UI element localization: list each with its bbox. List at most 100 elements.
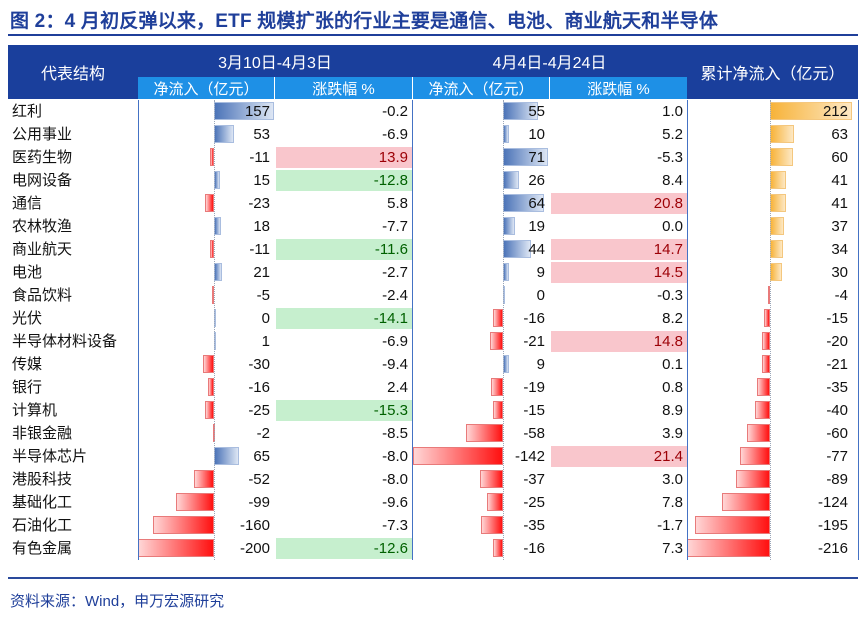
p1-inflow-value: -23 <box>248 195 270 212</box>
row-label: 公用事业 <box>12 126 73 143</box>
row-label: 半导体材料设备 <box>12 333 118 350</box>
p1-inflow-bar <box>204 401 214 419</box>
p2-change-value: 20.8 <box>653 195 683 212</box>
p2-change-value: 7.3 <box>662 540 683 557</box>
column-divider <box>858 100 859 560</box>
p2-inflow-value: 44 <box>528 241 545 258</box>
p2-change-value: 14.7 <box>653 241 683 258</box>
p2-change-value: 1.0 <box>662 103 683 120</box>
p2-inflow-value: 10 <box>528 126 545 143</box>
p2-inflow-bar <box>492 539 503 557</box>
cumulative-value: -216 <box>817 540 848 557</box>
p2-change-value: 14.5 <box>653 264 683 281</box>
p1-change-value: -2.7 <box>382 264 408 281</box>
cumulative-bar <box>694 516 770 534</box>
row-label: 医药生物 <box>12 149 73 166</box>
highlight-cell <box>276 170 412 191</box>
header-p1-change: 涨跌幅 % <box>275 77 412 99</box>
p2-inflow-bar <box>493 401 503 419</box>
p1-inflow-value: -11 <box>249 149 270 166</box>
p1-inflow-bar <box>209 148 214 166</box>
p1-inflow-value: -200 <box>239 540 270 557</box>
p1-inflow-bar <box>212 286 215 304</box>
cumulative-bar <box>764 309 770 327</box>
row-label: 半导体芯片 <box>12 448 88 465</box>
p1-inflow-value: -25 <box>248 402 270 419</box>
table-row: 石油化工 -160 -7.3 -35 -1.7 -195 <box>8 514 858 537</box>
p2-change-value: 0.0 <box>662 218 683 235</box>
p2-change-value: -5.3 <box>657 149 683 166</box>
p1-inflow-value: -11 <box>249 241 270 258</box>
cumulative-value: 63 <box>831 126 848 143</box>
p1-change-value: 13.9 <box>378 149 408 166</box>
cumulative-value: -89 <box>826 471 848 488</box>
cumulative-value: -4 <box>834 287 848 304</box>
row-label: 食品饮料 <box>12 287 73 304</box>
cumulative-bar <box>735 470 770 488</box>
table-row: 食品饮料 -5 -2.4 0 -0.3 -4 <box>8 284 858 307</box>
p2-change-value: 7.8 <box>662 494 683 511</box>
p1-inflow-bar <box>176 493 214 511</box>
cumulative-value: -15 <box>826 310 848 327</box>
header-p2-inflow: 净流入（亿元） <box>413 77 549 99</box>
p1-inflow-value: 157 <box>244 103 270 120</box>
table-row: 半导体芯片 65 -8.0 -142 21.4 -77 <box>8 445 858 468</box>
p1-change-value: -6.9 <box>382 333 408 350</box>
source-note: 资料来源：Wind，申万宏源研究 <box>10 593 225 610</box>
cumulative-value: 30 <box>831 264 848 281</box>
column-divider <box>687 100 688 560</box>
p1-inflow-value: -5 <box>256 287 270 304</box>
p2-inflow-value: 9 <box>536 356 545 373</box>
p2-change-value: 0.1 <box>662 356 683 373</box>
cumulative-bar <box>740 447 770 465</box>
p2-inflow-value: -16 <box>523 540 545 557</box>
cumulative-value: -35 <box>826 379 848 396</box>
table-row: 医药生物 -11 13.9 71 -5.3 60 <box>8 146 858 169</box>
table-row: 红利 157 -0.2 55 1.0 212 <box>8 100 858 123</box>
p1-inflow-value: -2 <box>256 425 270 442</box>
header-period2: 4月4日-4月24日 <box>412 45 687 77</box>
p2-inflow-value: 0 <box>536 287 545 304</box>
column-divider <box>138 100 139 560</box>
row-label: 农林牧渔 <box>12 218 73 235</box>
p2-inflow-value: 64 <box>528 195 545 212</box>
cumulative-value: -60 <box>826 425 848 442</box>
p1-change-value: -9.4 <box>382 356 408 373</box>
row-label: 石油化工 <box>12 517 73 534</box>
p1-inflow-value: 53 <box>253 126 270 143</box>
table-row: 银行 -16 2.4 -19 0.8 -35 <box>8 376 858 399</box>
p2-change-value: -1.7 <box>657 517 683 534</box>
p2-change-value: 3.9 <box>662 425 683 442</box>
p1-inflow-value: 1 <box>261 333 270 350</box>
p1-change-value: -12.8 <box>373 172 408 189</box>
p2-inflow-value: -142 <box>514 448 545 465</box>
p1-inflow-value: 15 <box>253 172 270 189</box>
row-label: 银行 <box>12 379 43 396</box>
table-row: 商业航天 -11 -11.6 44 14.7 34 <box>8 238 858 261</box>
p1-inflow-value: 18 <box>253 218 270 235</box>
p1-change-value: -9.6 <box>382 494 408 511</box>
p2-inflow-value: -16 <box>523 310 545 327</box>
table-row: 基础化工 -99 -9.6 -25 7.8 -124 <box>8 491 858 514</box>
header-p2-change: 涨跌幅 % <box>550 77 687 99</box>
highlight-cell <box>276 239 412 260</box>
p2-inflow-value: 9 <box>536 264 545 281</box>
cumulative-value: -124 <box>817 494 848 511</box>
cumulative-bar <box>762 332 770 350</box>
p2-inflow-value: -58 <box>523 425 545 442</box>
row-label: 电池 <box>12 264 43 281</box>
bar-axis <box>770 100 771 560</box>
cumulative-value: 60 <box>831 149 848 166</box>
table-row: 光伏 0 -14.1 -16 8.2 -15 <box>8 307 858 330</box>
p1-inflow-value: -160 <box>239 517 270 534</box>
p2-inflow-bar <box>490 378 503 396</box>
p2-inflow-value: -15 <box>523 402 545 419</box>
cumulative-bar <box>756 378 770 396</box>
cumulative-value: 41 <box>831 195 848 212</box>
highlight-cell <box>276 538 412 559</box>
table-row: 计算机 -25 -15.3 -15 8.9 -40 <box>8 399 858 422</box>
bar-axis <box>503 100 504 560</box>
p2-change-value: 0.8 <box>662 379 683 396</box>
bottom-divider <box>8 577 858 579</box>
p1-inflow-value: -99 <box>248 494 270 511</box>
